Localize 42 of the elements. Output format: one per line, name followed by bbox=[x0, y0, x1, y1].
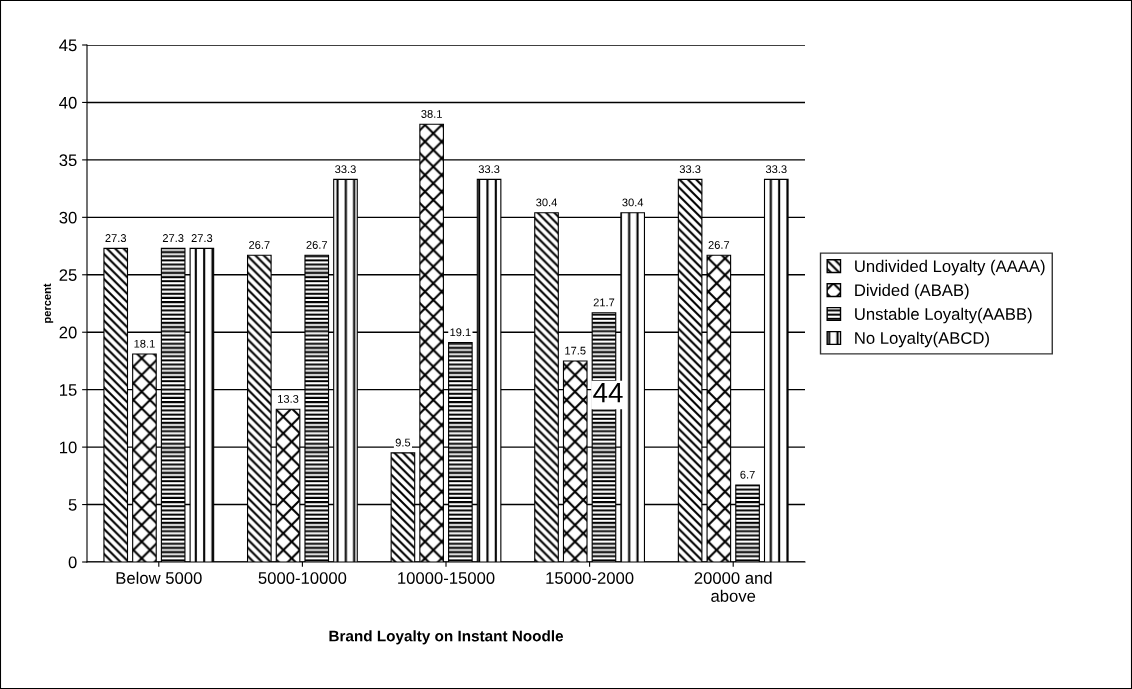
x-axis-title: Brand Loyalty on Instant Noodle bbox=[329, 630, 564, 645]
data-label: 27.3 bbox=[105, 234, 127, 242]
data-label: 9.5 bbox=[395, 438, 411, 447]
data-label: 26.7 bbox=[249, 241, 270, 249]
data-label: 30.4 bbox=[622, 198, 644, 207]
data-label: 6.7 bbox=[740, 470, 755, 479]
data-label: 19.1 bbox=[450, 328, 471, 337]
x-tick-label: 10000-15000 bbox=[398, 572, 495, 584]
x-tick-label: 20000 and above bbox=[694, 571, 772, 602]
y-tick-label: 10 bbox=[60, 441, 77, 454]
legend-label: Divided (ABAB) bbox=[855, 283, 969, 300]
data-label: 17.5 bbox=[565, 346, 586, 355]
x-tick-label: Below 5000 bbox=[116, 571, 202, 584]
data-label: 33.3 bbox=[679, 165, 701, 174]
y-tick-label: 30 bbox=[59, 211, 77, 224]
y-tick-label: 35 bbox=[59, 154, 77, 167]
data-label: 26.7 bbox=[708, 241, 730, 249]
data-label: 38.1 bbox=[421, 110, 442, 118]
legend-label: Unstable Loyalty(AABB) bbox=[855, 307, 1032, 324]
y-tick-label: 5 bbox=[68, 499, 77, 511]
data-label: 26.7 bbox=[306, 241, 328, 249]
y-tick-label: 0 bbox=[68, 556, 77, 569]
y-tick-label: 25 bbox=[59, 269, 77, 281]
data-label: 30.4 bbox=[536, 198, 558, 207]
y-axis-title: percent bbox=[43, 283, 54, 323]
y-tick-label: 45 bbox=[59, 39, 77, 52]
legend-label: Undivided Loyalty (AAAA) bbox=[855, 259, 1045, 276]
legend-label: No Loyalty(ABCD) bbox=[855, 331, 989, 348]
data-label: 33.3 bbox=[335, 165, 356, 174]
data-label: 13.3 bbox=[278, 394, 299, 403]
data-label: 21.7 bbox=[593, 298, 615, 307]
data-label: 33.3 bbox=[478, 165, 500, 174]
annotation: 44 bbox=[593, 383, 623, 403]
y-tick-label: 15 bbox=[60, 384, 77, 396]
data-label: 27.3 bbox=[191, 234, 213, 242]
data-label: 27.3 bbox=[162, 234, 184, 242]
data-label: 33.3 bbox=[765, 165, 787, 174]
x-tick-label: 5000-10000 bbox=[258, 572, 347, 584]
data-label: 18.1 bbox=[134, 339, 155, 348]
y-tick-label: 40 bbox=[59, 96, 77, 109]
y-tick-label: 20 bbox=[59, 326, 77, 339]
x-tick-label: 15000-2000 bbox=[546, 572, 634, 584]
